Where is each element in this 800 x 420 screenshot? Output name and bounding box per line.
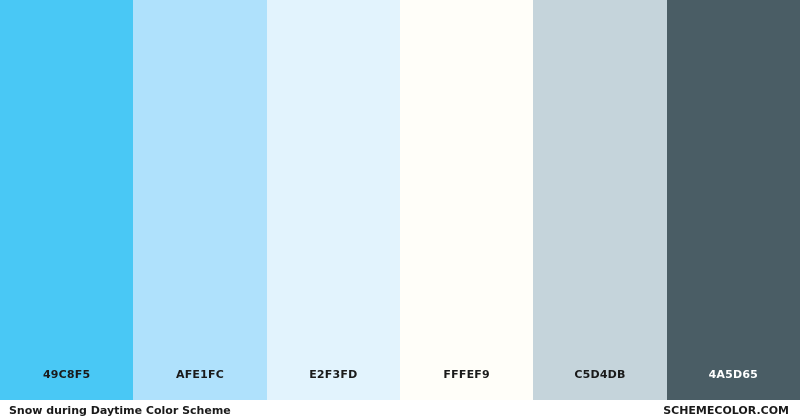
swatch-hex-label: AFE1FC — [176, 368, 224, 381]
swatch-6[interactable]: 4A5D65 — [666, 0, 800, 400]
swatch-hex-label: 4A5D65 — [708, 368, 759, 381]
swatch-row: 49C8F5 AFE1FC E2F3FD FFFEF9 C5D4DB 4A5D6… — [0, 0, 800, 400]
footer-bar: Snow during Daytime Color Scheme SCHEMEC… — [0, 400, 800, 420]
swatch-1[interactable]: 49C8F5 — [0, 0, 134, 400]
swatch-3[interactable]: E2F3FD — [266, 0, 400, 400]
swatch-4[interactable]: FFFEF9 — [399, 0, 534, 400]
swatch-hex-label: 49C8F5 — [42, 368, 91, 381]
site-name[interactable]: SCHEMECOLOR.COM — [663, 404, 789, 417]
scheme-title[interactable]: Snow during Daytime Color Scheme — [9, 404, 231, 417]
swatch-hex-label: C5D4DB — [574, 368, 626, 381]
swatch-hex-label: E2F3FD — [309, 368, 358, 381]
swatch-2[interactable]: AFE1FC — [133, 0, 267, 400]
swatch-hex-label: FFFEF9 — [443, 368, 490, 381]
swatch-5[interactable]: C5D4DB — [533, 0, 667, 400]
